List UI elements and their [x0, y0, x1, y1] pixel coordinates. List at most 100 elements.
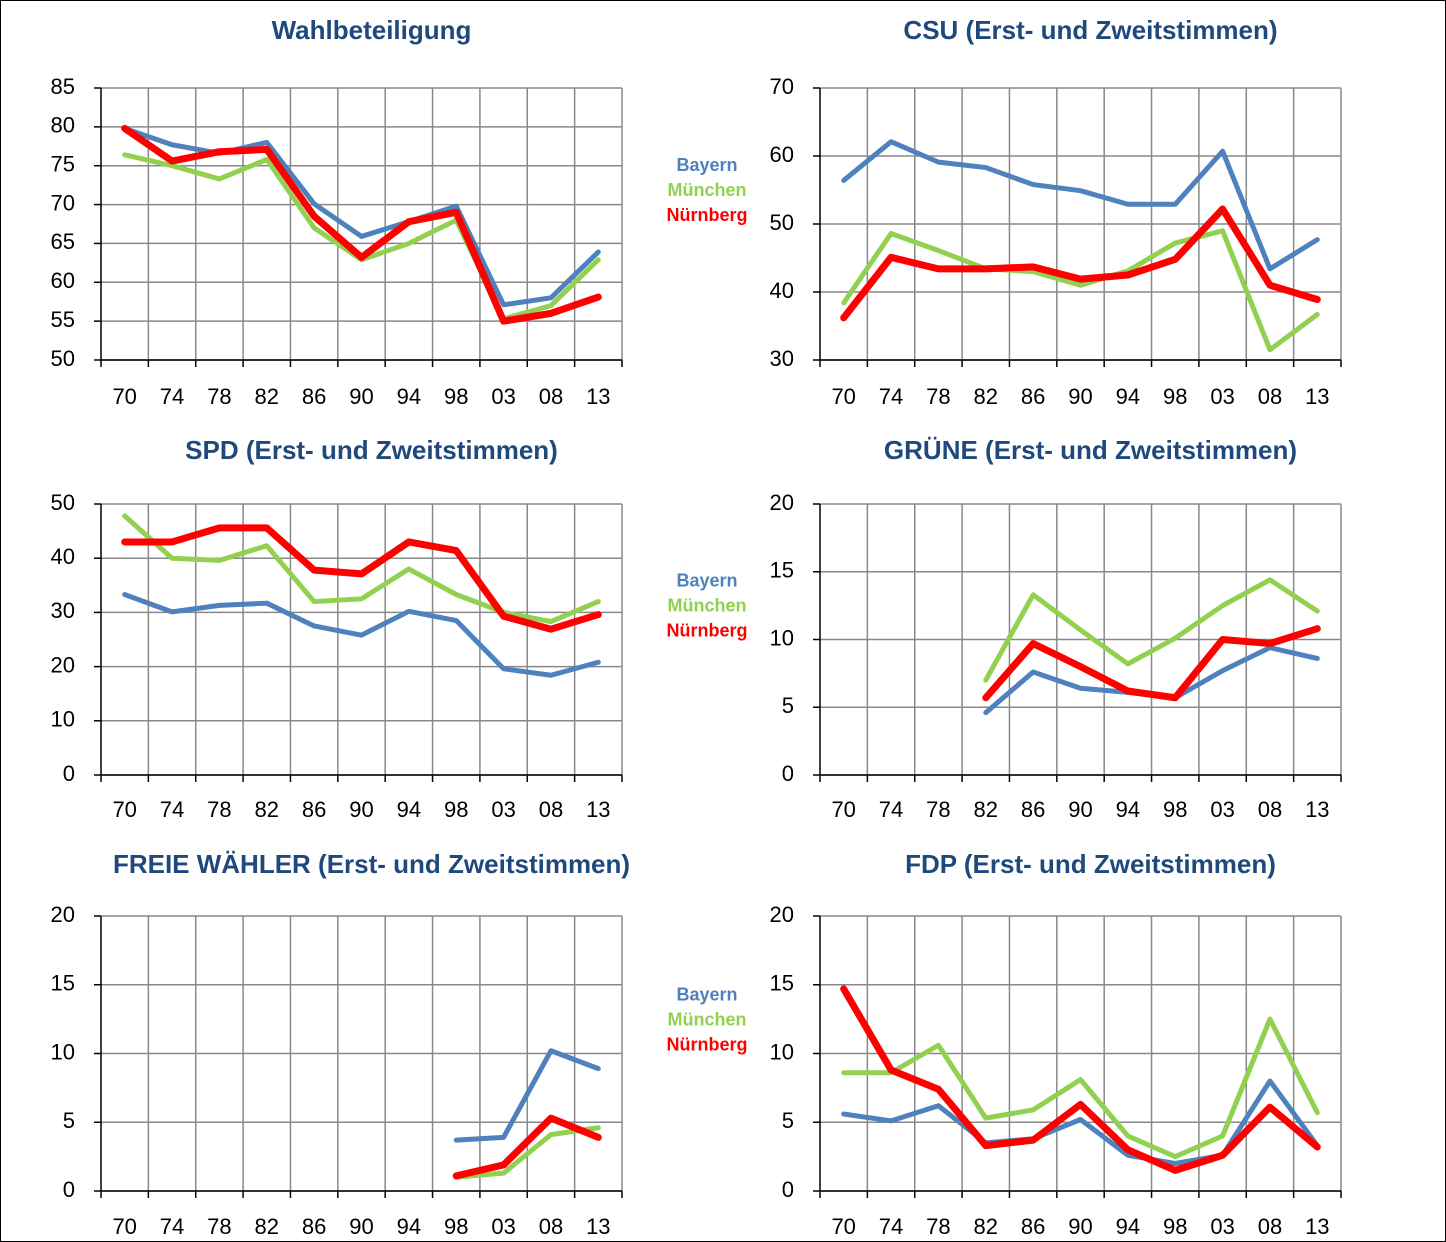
chart-title: SPD (Erst- und Zweitstimmen) — [185, 435, 558, 465]
y-tick-label: 55 — [51, 307, 75, 332]
x-tick-label: 94 — [397, 1214, 421, 1239]
x-tick-label: 03 — [1210, 797, 1234, 822]
x-tick-label: 78 — [207, 384, 231, 409]
x-tick-label: 86 — [302, 1214, 326, 1239]
series-line — [982, 625, 1321, 702]
x-tick-label: 03 — [491, 384, 515, 409]
x-tick-label: 13 — [586, 1214, 610, 1239]
y-tick-label: 20 — [770, 902, 794, 927]
x-tick-label: 03 — [1210, 384, 1234, 409]
x-tick-label: 82 — [974, 797, 998, 822]
x-tick-label: 08 — [539, 797, 563, 822]
x-tick-label: 98 — [1163, 797, 1187, 822]
series-line — [841, 228, 1320, 353]
x-tick-label: 94 — [397, 384, 421, 409]
x-tick-label: 08 — [539, 384, 563, 409]
y-tick-label: 50 — [770, 210, 794, 235]
y-tick-label: 10 — [770, 625, 794, 650]
series-line — [121, 124, 602, 325]
x-tick-label: 98 — [1163, 1214, 1187, 1239]
y-tick-label: 10 — [51, 707, 75, 732]
x-tick-label: 94 — [1116, 384, 1140, 409]
legend-label: Bayern — [676, 155, 737, 175]
y-tick-label: 15 — [770, 558, 794, 583]
y-tick-label: 85 — [51, 74, 75, 99]
legend-label: Nürnberg — [667, 205, 748, 225]
x-tick-label: 03 — [1210, 1214, 1234, 1239]
x-tick-label: 86 — [1021, 384, 1045, 409]
x-tick-label: 82 — [255, 797, 279, 822]
x-tick-label: 78 — [207, 1214, 231, 1239]
series-line — [840, 985, 1321, 1174]
x-tick-label: 70 — [112, 1214, 136, 1239]
y-tick-label: 20 — [51, 652, 75, 677]
y-tick-label: 20 — [51, 902, 75, 927]
legend-label: München — [668, 180, 747, 200]
x-tick-label: 13 — [586, 797, 610, 822]
x-tick-label: 90 — [1068, 1214, 1092, 1239]
y-tick-label: 15 — [51, 971, 75, 996]
y-tick-label: 60 — [51, 268, 75, 293]
y-tick-label: 5 — [782, 693, 794, 718]
legend-label: Bayern — [676, 984, 737, 1004]
y-tick-label: 60 — [770, 142, 794, 167]
x-tick-label: 86 — [1021, 1214, 1045, 1239]
y-tick-label: 50 — [51, 490, 75, 515]
y-tick-label: 40 — [770, 278, 794, 303]
series-line — [841, 139, 1320, 272]
y-tick-label: 70 — [770, 74, 794, 99]
x-tick-label: 70 — [831, 1214, 855, 1239]
x-tick-label: 74 — [160, 1214, 184, 1239]
x-tick-label: 78 — [207, 797, 231, 822]
x-tick-label: 70 — [112, 384, 136, 409]
series-line — [122, 592, 601, 678]
series-line — [122, 125, 601, 308]
series-line — [122, 513, 601, 625]
x-tick-label: 98 — [1163, 384, 1187, 409]
x-tick-label: 74 — [879, 1214, 903, 1239]
series-line — [121, 524, 602, 633]
y-tick-label: 10 — [51, 1039, 75, 1064]
y-tick-label: 50 — [51, 346, 75, 371]
x-tick-label: 82 — [255, 384, 279, 409]
x-tick-label: 13 — [1305, 797, 1329, 822]
series-line — [452, 1114, 602, 1180]
x-tick-label: 08 — [1258, 797, 1282, 822]
legend-label: Nürnberg — [667, 620, 748, 640]
legend-label: Nürnberg — [667, 1034, 748, 1054]
series-line — [983, 577, 1320, 683]
y-tick-label: 20 — [770, 490, 794, 515]
legend-label: München — [668, 1009, 747, 1029]
legend-label: Bayern — [676, 570, 737, 590]
y-tick-label: 15 — [770, 971, 794, 996]
x-tick-label: 74 — [879, 384, 903, 409]
series-line — [453, 1048, 601, 1143]
y-tick-label: 75 — [51, 152, 75, 177]
x-tick-label: 70 — [112, 797, 136, 822]
series-line — [841, 1016, 1320, 1160]
x-tick-label: 90 — [1068, 384, 1092, 409]
x-tick-label: 98 — [444, 384, 468, 409]
y-tick-label: 5 — [63, 1108, 75, 1133]
x-tick-label: 74 — [879, 797, 903, 822]
x-tick-label: 13 — [1305, 384, 1329, 409]
chart-title: FDP (Erst- und Zweitstimmen) — [905, 849, 1276, 879]
x-tick-label: 82 — [255, 1214, 279, 1239]
y-tick-label: 80 — [51, 113, 75, 138]
y-tick-label: 65 — [51, 229, 75, 254]
x-tick-label: 86 — [302, 384, 326, 409]
x-tick-label: 08 — [1258, 1214, 1282, 1239]
x-tick-label: 78 — [926, 1214, 950, 1239]
x-tick-label: 08 — [539, 1214, 563, 1239]
x-tick-label: 03 — [491, 797, 515, 822]
chart-title: GRÜNE (Erst- und Zweitstimmen) — [884, 435, 1297, 465]
y-tick-label: 0 — [782, 1177, 794, 1202]
x-tick-label: 86 — [1021, 797, 1045, 822]
y-tick-label: 0 — [782, 761, 794, 786]
x-tick-label: 90 — [349, 384, 373, 409]
chart-title: Wahlbeteiligung — [272, 15, 472, 45]
y-tick-label: 70 — [51, 190, 75, 215]
x-tick-label: 98 — [444, 1214, 468, 1239]
x-tick-label: 98 — [444, 797, 468, 822]
